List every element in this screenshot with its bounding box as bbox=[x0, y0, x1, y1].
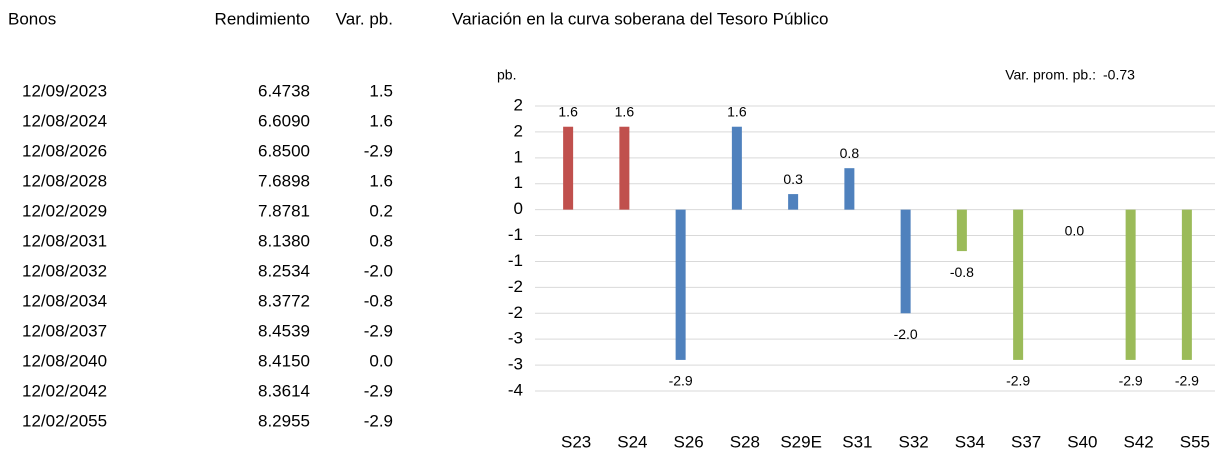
data-label: -2.9 bbox=[1119, 373, 1143, 389]
y-tick-label: -3 bbox=[508, 355, 523, 374]
table-cell: 0.8 bbox=[369, 231, 393, 250]
data-label: -2.9 bbox=[1006, 373, 1030, 389]
table-cell: 12/08/2032 bbox=[22, 261, 107, 280]
table-cell: 0.2 bbox=[369, 201, 393, 220]
data-label: -0.8 bbox=[950, 264, 974, 280]
y-tick-label: -3 bbox=[508, 329, 523, 348]
annotation-label: Var. prom. pb.: bbox=[1005, 67, 1096, 83]
x-tick-label: S42 bbox=[1124, 432, 1154, 451]
table-header: Var. pb. bbox=[336, 9, 393, 28]
table-cell: 12/08/2040 bbox=[22, 351, 107, 370]
bar bbox=[844, 168, 855, 210]
x-tick-label: S26 bbox=[674, 432, 704, 451]
bar bbox=[563, 126, 574, 210]
table-cell: 12/08/2024 bbox=[22, 111, 107, 130]
table-cell: 8.4539 bbox=[258, 321, 310, 340]
data-label: -2.0 bbox=[894, 326, 918, 342]
y-tick-label: -2 bbox=[508, 277, 523, 296]
table-cell: 12/02/2042 bbox=[22, 381, 107, 400]
x-tick-label: S55 bbox=[1180, 432, 1210, 451]
y-tick-label: 1 bbox=[514, 147, 523, 166]
table-cell: 12/08/2031 bbox=[22, 231, 107, 250]
data-label: -2.9 bbox=[669, 373, 693, 389]
data-label: 0.3 bbox=[783, 171, 803, 187]
table-cell: 1.5 bbox=[369, 81, 393, 100]
table-cell: -2.9 bbox=[364, 141, 393, 160]
table-cell: 8.3772 bbox=[258, 291, 310, 310]
data-label: -2.9 bbox=[1175, 373, 1199, 389]
x-tick-label: S32 bbox=[899, 432, 929, 451]
chart-title: Variación en la curva soberana del Tesor… bbox=[452, 9, 828, 28]
table-cell: 12/02/2055 bbox=[22, 411, 107, 430]
bar bbox=[956, 209, 967, 252]
y-tick-label: 2 bbox=[514, 121, 523, 140]
y-axis-label: pb. bbox=[497, 67, 516, 83]
y-tick-label: -1 bbox=[508, 251, 523, 270]
table-cell: -2.9 bbox=[364, 381, 393, 400]
y-tick-label: -2 bbox=[508, 303, 523, 322]
bar bbox=[900, 209, 911, 314]
table-cell: -0.8 bbox=[364, 291, 393, 310]
table-cell: 7.6898 bbox=[258, 171, 310, 190]
bar bbox=[731, 126, 742, 210]
table-cell: 6.4738 bbox=[258, 81, 310, 100]
table-cell: 8.2955 bbox=[258, 411, 310, 430]
table-cell: 12/08/2028 bbox=[22, 171, 107, 190]
table-cell: 12/02/2029 bbox=[22, 201, 107, 220]
table-cell: 12/08/2026 bbox=[22, 141, 107, 160]
table-cell: 0.0 bbox=[369, 351, 393, 370]
table-cell: -2.0 bbox=[364, 261, 393, 280]
x-tick-label: S37 bbox=[1011, 432, 1041, 451]
table-cell: 12/09/2023 bbox=[22, 81, 107, 100]
table-cell: 1.6 bbox=[369, 111, 393, 130]
y-tick-label: -1 bbox=[508, 225, 523, 244]
table-cell: 1.6 bbox=[369, 171, 393, 190]
table-cell: 12/08/2037 bbox=[22, 321, 107, 340]
table-cell: -2.9 bbox=[364, 321, 393, 340]
table-cell: 8.4150 bbox=[258, 351, 310, 370]
table-cell: 7.8781 bbox=[258, 201, 310, 220]
table-header: Bonos bbox=[8, 9, 56, 28]
x-tick-label: S34 bbox=[955, 432, 985, 451]
table-cell: 6.6090 bbox=[258, 111, 310, 130]
x-tick-label: S23 bbox=[561, 432, 591, 451]
y-tick-label: 2 bbox=[514, 95, 523, 114]
bar bbox=[675, 209, 686, 360]
annotation-value: -0.73 bbox=[1103, 67, 1135, 83]
data-label: 0.8 bbox=[840, 145, 860, 161]
data-label: 1.6 bbox=[615, 103, 635, 119]
table-cell: -2.9 bbox=[364, 411, 393, 430]
y-tick-label: 1 bbox=[514, 173, 523, 192]
x-tick-label: S31 bbox=[842, 432, 872, 451]
table-cell: 8.3614 bbox=[258, 381, 310, 400]
x-tick-label: S29E bbox=[780, 432, 822, 451]
y-tick-label: 0 bbox=[514, 199, 523, 218]
x-tick-label: S40 bbox=[1067, 432, 1097, 451]
bar bbox=[1181, 209, 1192, 360]
bar bbox=[788, 194, 799, 210]
bar bbox=[1013, 209, 1024, 360]
x-tick-label: S24 bbox=[617, 432, 647, 451]
y-tick-label: -4 bbox=[508, 380, 523, 399]
data-label: 0.0 bbox=[1065, 222, 1085, 238]
table-cell: 6.8500 bbox=[258, 141, 310, 160]
table-cell: 8.2534 bbox=[258, 261, 310, 280]
table-header: Rendimiento bbox=[215, 9, 310, 28]
bar bbox=[619, 126, 630, 210]
table-cell: 12/08/2034 bbox=[22, 291, 107, 310]
data-label: 1.6 bbox=[727, 103, 747, 119]
data-label: 1.6 bbox=[558, 103, 578, 119]
table-cell: 8.1380 bbox=[258, 231, 310, 250]
bar bbox=[1125, 209, 1136, 360]
x-tick-label: S28 bbox=[730, 432, 760, 451]
